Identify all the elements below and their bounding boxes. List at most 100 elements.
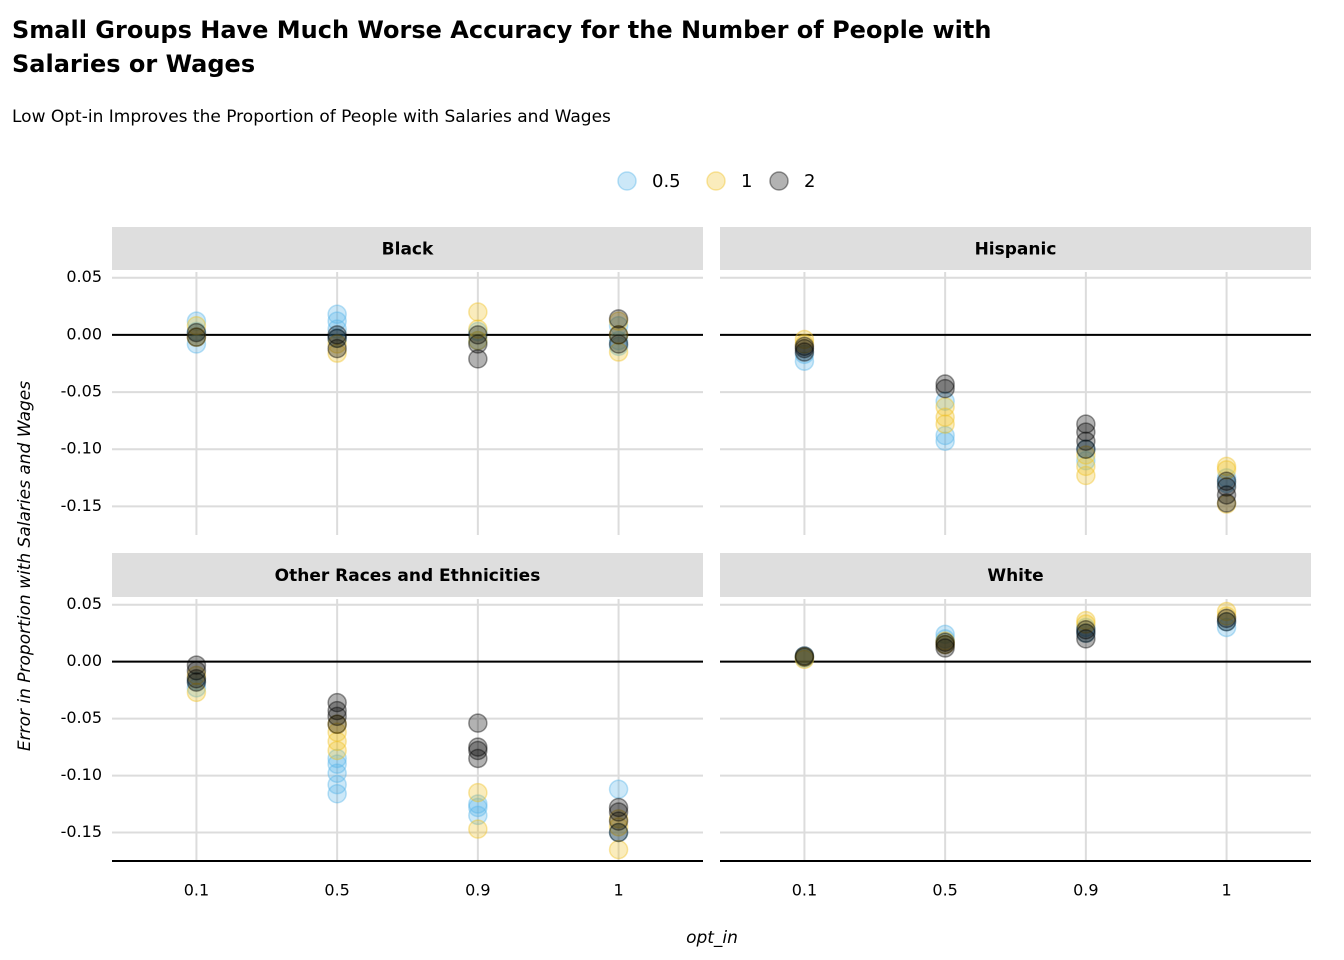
point <box>327 784 347 804</box>
point <box>608 839 629 860</box>
point <box>608 330 629 351</box>
point <box>608 809 629 829</box>
x-tick-label: 0.9 <box>465 881 490 900</box>
x-tick-label: 0.1 <box>184 881 209 900</box>
point <box>608 325 629 345</box>
point <box>468 302 488 322</box>
point <box>327 325 347 345</box>
point <box>1216 473 1237 494</box>
point <box>1076 445 1096 465</box>
point <box>1216 471 1237 492</box>
x-tick-label: 1 <box>1221 881 1231 900</box>
point <box>794 338 815 359</box>
y-tick-label: -0.15 <box>61 822 102 841</box>
point <box>1216 608 1237 629</box>
strip <box>720 553 1311 597</box>
point <box>468 321 488 342</box>
y-axis-title: Error in Proportion with Salaries and Wa… <box>15 381 35 751</box>
point <box>794 344 815 365</box>
strip <box>112 227 703 270</box>
point <box>1216 601 1237 622</box>
panel-title: Other Races and Ethnicities <box>275 566 541 586</box>
point <box>794 342 815 362</box>
point <box>935 634 955 655</box>
point <box>327 740 347 761</box>
chart-title: Small Groups Have Much Worse Accuracy fo… <box>12 16 991 44</box>
point <box>327 338 347 359</box>
point <box>935 397 955 417</box>
point <box>608 334 629 354</box>
point <box>186 334 207 354</box>
point <box>186 672 207 692</box>
point <box>327 700 347 721</box>
strip <box>720 227 1311 270</box>
point <box>935 425 955 446</box>
point <box>468 797 488 818</box>
point <box>468 748 488 769</box>
point <box>1216 493 1237 513</box>
y-tick-label: -0.05 <box>61 382 102 401</box>
point <box>186 668 207 689</box>
strip <box>112 553 703 597</box>
y-tick-label: 0.05 <box>66 267 102 286</box>
x-tick-label: 0.5 <box>324 881 349 900</box>
point <box>468 740 488 761</box>
point <box>327 731 347 752</box>
y-tick-label: 0.00 <box>66 324 102 343</box>
point <box>186 682 207 703</box>
panel-title: Hispanic <box>975 240 1057 260</box>
point <box>1076 614 1096 634</box>
point <box>327 754 347 774</box>
y-tick-label: 0.00 <box>66 651 102 670</box>
point <box>1216 468 1237 488</box>
legend-marker <box>706 171 726 191</box>
point <box>468 330 488 351</box>
point <box>468 325 488 345</box>
point <box>327 763 347 784</box>
point <box>1076 623 1096 643</box>
point <box>327 706 347 727</box>
point <box>468 819 488 839</box>
panel-title: Black <box>382 240 434 260</box>
legend-marker <box>769 171 789 191</box>
point <box>186 678 207 698</box>
point <box>327 328 347 349</box>
chart-title: Salaries or Wages <box>12 50 255 78</box>
point <box>1076 439 1096 459</box>
point <box>468 805 488 826</box>
point <box>935 378 955 399</box>
point <box>468 782 488 803</box>
point <box>186 322 207 343</box>
point <box>608 802 629 822</box>
point <box>935 638 955 658</box>
point <box>608 797 629 818</box>
point <box>1216 494 1237 514</box>
x-tick-label: 0.9 <box>1073 881 1098 900</box>
point <box>935 431 955 451</box>
panel-title: White <box>987 566 1043 586</box>
point <box>186 311 207 331</box>
point <box>1216 485 1237 505</box>
point <box>327 328 347 349</box>
legend-marker <box>617 171 637 191</box>
point <box>1076 620 1096 640</box>
y-tick-label: 0.05 <box>66 594 102 613</box>
point <box>327 304 347 325</box>
point <box>1076 623 1096 643</box>
point <box>794 646 815 666</box>
x-tick-label: 0.5 <box>932 881 957 900</box>
point <box>608 779 629 799</box>
point <box>1216 612 1237 632</box>
point <box>935 414 955 434</box>
point <box>1076 439 1096 459</box>
point <box>794 334 815 354</box>
point <box>186 655 207 675</box>
point <box>935 632 955 653</box>
point <box>794 646 815 666</box>
point <box>608 811 629 831</box>
point <box>1216 456 1237 477</box>
point <box>935 629 955 649</box>
point <box>794 647 815 667</box>
point <box>1216 477 1237 497</box>
